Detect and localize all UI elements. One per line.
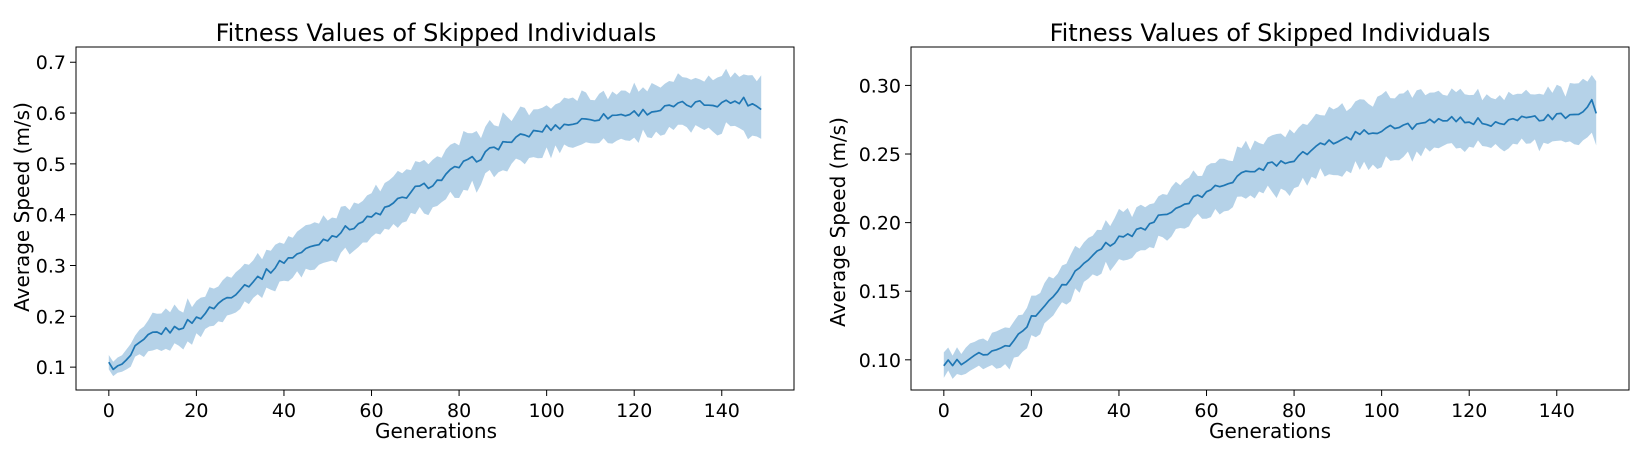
mean-line <box>943 98 1598 367</box>
x-ticks: 0 20 40 60 80 100 120 140 <box>103 390 740 422</box>
y-tick-label: 0.4 <box>36 205 66 227</box>
x-tick-label: 60 <box>1194 400 1218 422</box>
y-axis-label: Average Speed (m/s) <box>10 102 34 312</box>
y-tick-label: 0.10 <box>859 350 901 372</box>
band-layer <box>108 68 762 377</box>
chart-title: Fitness Values of Skipped Individuals <box>1050 19 1491 47</box>
mean-line <box>108 96 762 371</box>
y-tick-label: 0.25 <box>859 144 901 166</box>
line-layer <box>108 96 762 371</box>
chart-title: Fitness Values of Skipped Individuals <box>216 19 657 47</box>
x-tick-label: 0 <box>938 400 950 422</box>
x-tick-label: 80 <box>1282 400 1306 422</box>
line-layer <box>943 98 1598 367</box>
y-tick-label: 0.7 <box>36 52 66 74</box>
x-tick-label: 140 <box>1539 400 1575 422</box>
y-tick-label: 0.3 <box>36 256 66 278</box>
plot-frame <box>75 46 795 391</box>
x-tick-label: 100 <box>529 400 565 422</box>
x-tick-label: 80 <box>447 400 471 422</box>
x-tick-label: 40 <box>272 400 296 422</box>
y-ticks: 0.10 0.15 0.20 0.25 0.30 <box>859 75 911 372</box>
x-axis-label: Generations <box>1209 419 1331 443</box>
y-tick-label: 0.2 <box>36 306 66 328</box>
x-tick-label: 20 <box>1019 400 1043 422</box>
x-tick-label: 140 <box>704 400 740 422</box>
confidence-band <box>108 68 762 377</box>
chart-right: Fitness Values of Skipped Individuals Av… <box>826 19 1630 443</box>
x-axis-label: Generations <box>375 419 497 443</box>
x-tick-label: 100 <box>1364 400 1400 422</box>
x-tick-label: 20 <box>184 400 208 422</box>
confidence-band <box>943 75 1597 379</box>
x-tick-label: 120 <box>1451 400 1487 422</box>
y-tick-label: 0.1 <box>36 357 66 379</box>
y-tick-label: 0.15 <box>859 281 901 303</box>
x-ticks: 0 20 40 60 80 100 120 140 <box>938 390 1575 422</box>
x-tick-label: 60 <box>359 400 383 422</box>
band-layer <box>943 75 1597 379</box>
y-axis-label: Average Speed (m/s) <box>826 117 850 327</box>
x-tick-label: 0 <box>103 400 115 422</box>
y-tick-label: 0.20 <box>859 213 901 235</box>
chart-left: Fitness Values of Skipped Individuals Av… <box>10 19 795 443</box>
x-tick-label: 120 <box>616 400 652 422</box>
y-tick-label: 0.5 <box>36 154 66 176</box>
y-tick-label: 0.30 <box>859 75 901 97</box>
y-tick-label: 0.6 <box>36 103 66 125</box>
plot-frame <box>910 46 1630 391</box>
y-ticks: 0.1 0.2 0.3 0.4 0.5 0.6 0.7 <box>36 52 76 379</box>
x-tick-label: 40 <box>1107 400 1131 422</box>
